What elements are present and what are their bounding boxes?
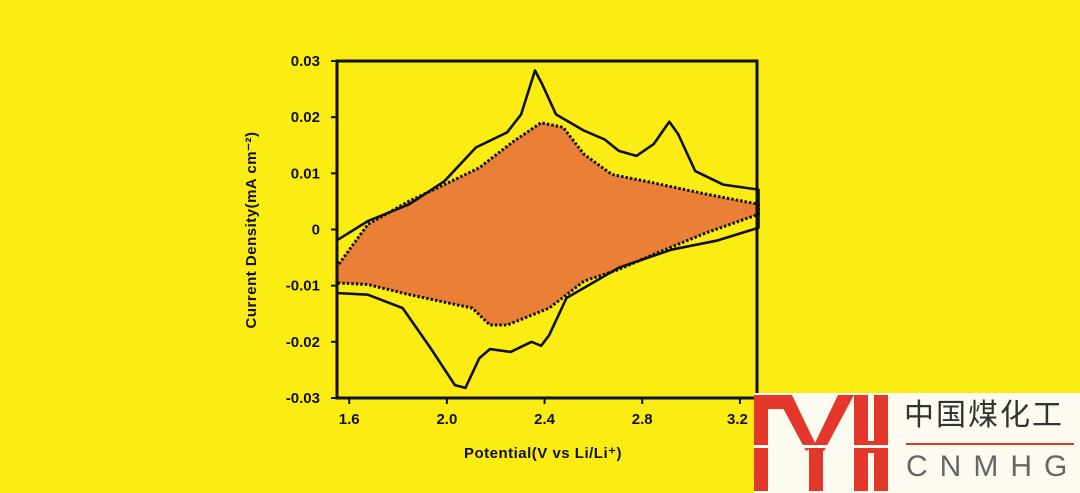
shaded-dotted-cv-curve <box>335 121 760 327</box>
y-tick-label: 0.01 <box>291 165 320 182</box>
mh-logo-mark <box>754 395 894 491</box>
x-tick-label: 2.4 <box>534 411 556 428</box>
y-tick-label: -0.01 <box>286 278 320 295</box>
x-tick-label: 2.0 <box>436 411 457 428</box>
x-tick-label: 1.6 <box>339 411 360 428</box>
y-tick-label: 0 <box>312 222 320 239</box>
y-axis-title: Current Density(mA cm⁻²) <box>243 132 260 329</box>
x-tick-label: 2.8 <box>632 411 653 428</box>
cnmhg-logo: 中国煤化工 CNMHG <box>754 393 1080 493</box>
logo-english-text: CNMHG <box>906 450 1080 483</box>
plot-frame <box>335 59 759 400</box>
x-tick-label: 3.2 <box>727 411 748 428</box>
logo-chinese-text: 中国煤化工 <box>904 398 1064 433</box>
y-tick-label: 0.03 <box>291 53 320 70</box>
x-axis-title: Potential(V vs Li/Li⁺) <box>464 445 622 462</box>
logo-divider <box>906 443 1074 445</box>
y-tick-label: 0.02 <box>291 109 320 126</box>
y-tick-label: -0.02 <box>286 334 320 351</box>
y-tick-label: -0.03 <box>286 390 320 407</box>
solid-cv-curve <box>335 69 760 390</box>
